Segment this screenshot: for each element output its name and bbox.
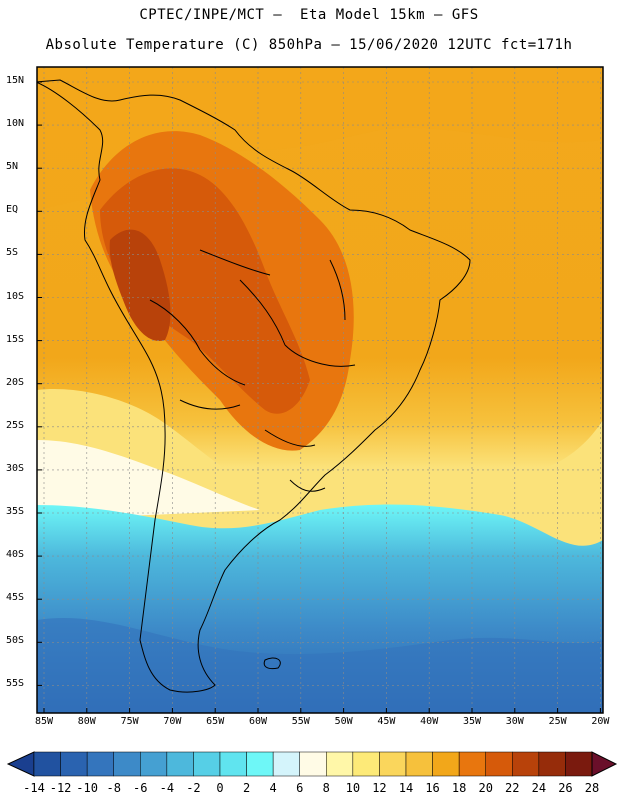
colorbar-label: -10 <box>76 781 98 795</box>
colorbar-high-arrow <box>591 751 618 777</box>
colorbar-box <box>272 751 300 777</box>
field-hotter-interior <box>100 168 310 414</box>
colorbar-label: 14 <box>398 781 414 795</box>
colorbar-box <box>33 751 61 777</box>
graticule <box>37 67 603 713</box>
colorbar-label: 6 <box>296 781 304 795</box>
lon-label: 60W <box>248 716 268 727</box>
lon-label: 50W <box>334 716 353 727</box>
falkland-islands <box>263 657 281 670</box>
colorbar <box>6 751 618 777</box>
lat-label: 25S <box>6 419 25 431</box>
colorbar-label: 24 <box>531 781 547 795</box>
lon-label: 65W <box>206 716 225 727</box>
lon-label: 80W <box>77 716 96 727</box>
colorbar-box <box>299 751 327 777</box>
colorbar-label: -2 <box>186 781 201 795</box>
colorbar-box <box>538 751 566 777</box>
colorbar-box <box>60 751 88 777</box>
lon-label: 25W <box>548 716 567 727</box>
colorbar-label: -12 <box>49 781 72 795</box>
colorbar-label: 26 <box>558 781 573 795</box>
lon-label: 20W <box>591 716 610 727</box>
lon-label: 35W <box>462 716 482 727</box>
lon-label: 75W <box>120 716 139 727</box>
coastlines <box>37 79 471 693</box>
colorbar-label: 28 <box>584 781 600 795</box>
colorbar-label: 4 <box>269 781 277 795</box>
colorbar-box <box>219 751 247 777</box>
lat-label: 5S <box>6 247 19 259</box>
lon-label: 85W <box>34 716 54 727</box>
colorbar-box <box>512 751 540 777</box>
colorbar-label: 2 <box>242 781 251 795</box>
colorbar-label: 20 <box>478 781 493 795</box>
lat-label: 20S <box>6 376 25 388</box>
lat-label: 15N <box>6 75 25 86</box>
lon-label: 55W <box>291 716 310 727</box>
colorbar-label: 10 <box>345 781 361 795</box>
lat-label: 10N <box>6 118 25 130</box>
colorbar-box <box>432 751 460 777</box>
colorbar-label: 16 <box>425 781 440 795</box>
colorbar-box <box>565 751 593 777</box>
lon-label: 70W <box>163 716 182 727</box>
map-field <box>37 67 603 713</box>
colorbar-box <box>326 751 354 777</box>
colorbar-box <box>140 751 168 777</box>
lat-label: 30S <box>6 462 25 474</box>
axis-ticks <box>37 81 601 713</box>
colorbar-box <box>246 751 274 777</box>
country-borders <box>149 249 356 492</box>
lat-label: 35S <box>6 506 25 517</box>
colorbar-box <box>379 751 407 777</box>
colorbar-box <box>86 751 114 777</box>
colorbar-label: 0 <box>216 781 224 795</box>
lat-label: 5N <box>6 161 19 173</box>
field-pale-zone <box>37 440 260 520</box>
continent-outline <box>37 79 471 693</box>
colorbar-label: -8 <box>106 781 121 795</box>
field-tropical-band <box>37 67 603 210</box>
colorbar-box <box>193 751 221 777</box>
lat-label: 50S <box>6 635 25 647</box>
lat-label: 40S <box>6 549 25 561</box>
colorbar-label: 22 <box>505 781 520 795</box>
lon-label: 30W <box>505 716 524 727</box>
lat-label: 15S <box>6 333 25 345</box>
colorbar-label: 8 <box>322 781 330 795</box>
lat-label: EQ <box>6 204 19 216</box>
colorbar-box <box>113 751 141 777</box>
colorbar-label: -4 <box>159 781 175 795</box>
colorbar-box <box>458 751 486 777</box>
field-colder-south <box>37 617 603 713</box>
lon-label: 45W <box>377 716 396 727</box>
lat-label: 10S <box>6 290 25 302</box>
field-andes-hotspot <box>109 229 171 341</box>
colorbar-box <box>352 751 380 777</box>
chart-subtitle: Absolute Temperature (C) 850hPa – 15/06/… <box>45 37 573 53</box>
lat-label: 45S <box>6 592 25 604</box>
colorbar-box <box>485 751 513 777</box>
chart-title: CPTEC/INPE/MCT – Eta Model 15km – GFS <box>139 7 479 23</box>
lat-label: 55S <box>6 678 25 690</box>
colorbar-box <box>405 751 433 777</box>
colorbar-box <box>166 751 194 777</box>
colorbar-label: 18 <box>451 781 467 795</box>
colorbar-label: -14 <box>23 781 45 795</box>
lon-label: 40W <box>420 716 439 727</box>
colorbar-label: -6 <box>133 781 148 795</box>
colorbar-label: 12 <box>372 781 387 795</box>
colorbar-low-arrow <box>6 751 35 777</box>
map-frame <box>36 66 604 714</box>
